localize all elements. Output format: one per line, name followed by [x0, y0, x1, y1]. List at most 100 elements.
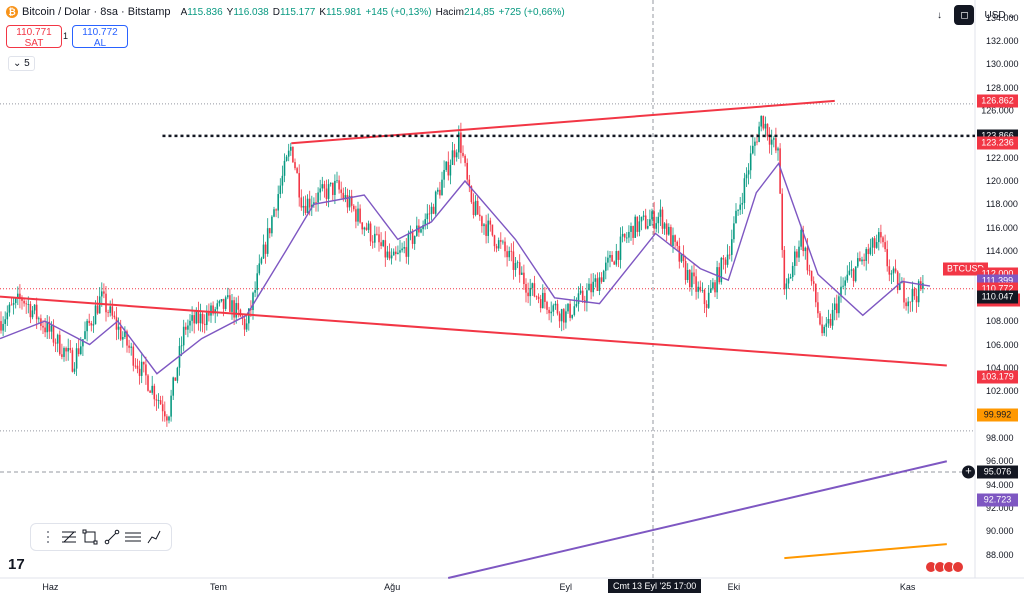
trendline-icon[interactable] — [102, 527, 122, 547]
candle-body — [52, 325, 55, 343]
candle-body — [846, 274, 849, 281]
candle-body — [264, 244, 267, 254]
price-axis-label: 130.000 — [986, 59, 1019, 70]
candle-body — [628, 231, 630, 238]
candle-body — [804, 247, 807, 252]
candle-body — [386, 251, 389, 258]
candle-body — [275, 209, 277, 211]
candle-body — [697, 286, 699, 292]
candle-body — [357, 208, 359, 222]
candle-body — [325, 188, 328, 199]
candle-body — [611, 255, 613, 262]
candle-body — [701, 290, 704, 291]
candle-body — [550, 311, 552, 314]
candle-body — [65, 347, 67, 352]
candle-body — [111, 306, 114, 316]
path-icon[interactable] — [144, 527, 164, 547]
candle-body — [401, 248, 403, 251]
candle-body — [101, 291, 103, 297]
candle-body — [27, 304, 30, 305]
candle-body — [231, 300, 233, 312]
candle-body — [75, 348, 78, 369]
candle-body — [766, 123, 769, 137]
candle-body — [69, 347, 72, 351]
candle-body — [710, 288, 712, 293]
indicator-toggle[interactable]: ⌄ 5 — [8, 56, 35, 71]
candle-body — [203, 323, 206, 325]
event-flags[interactable] — [925, 561, 964, 573]
candle-body — [359, 208, 361, 223]
candle-body — [812, 281, 815, 284]
candle-body — [271, 216, 273, 234]
candle-body — [59, 334, 61, 355]
candle-body — [164, 411, 166, 417]
candle-body — [838, 296, 840, 314]
arrow-down-icon[interactable]: ↓ — [936, 9, 942, 21]
candle-body — [355, 209, 357, 222]
candle-body — [453, 150, 456, 158]
parallel-channel-icon[interactable] — [123, 527, 143, 547]
price-axis-label: 120.000 — [986, 176, 1019, 186]
candle-body — [565, 311, 567, 323]
candle-body — [718, 267, 720, 283]
rectangle-icon[interactable] — [80, 527, 100, 547]
sell-label: SAT — [24, 38, 44, 49]
candle-body — [676, 241, 678, 246]
candle-body — [252, 292, 254, 311]
candle-body — [340, 189, 342, 193]
candle-body — [248, 308, 250, 324]
candle-body — [420, 229, 422, 233]
candle-body — [533, 283, 536, 297]
symbol-price-tag: BTCUSD — [943, 262, 989, 276]
candle-body — [716, 267, 718, 293]
candle-body — [369, 223, 372, 242]
candle-body — [434, 191, 437, 214]
add-alert-plus-icon[interactable]: + — [962, 465, 975, 479]
symbol-title[interactable]: Bitcoin / Dolar · 8sa · Bitstamp — [22, 6, 171, 18]
fib-icon[interactable] — [59, 527, 79, 547]
candle-body — [0, 321, 2, 331]
candle-body — [17, 293, 19, 299]
price-axis-label: 98.000 — [986, 432, 1014, 443]
candle-body — [674, 235, 676, 242]
candle-body — [871, 238, 874, 248]
candle-body — [476, 200, 479, 215]
candle-body — [836, 303, 838, 314]
candle-body — [775, 138, 777, 151]
candle-body — [302, 205, 305, 208]
candle-body — [712, 282, 714, 289]
candle-body — [229, 295, 231, 312]
candle-body — [132, 346, 135, 366]
candle-body — [623, 233, 626, 238]
candle-body — [850, 269, 853, 271]
candle-body — [588, 283, 590, 291]
drag-handle-icon[interactable] — [38, 527, 58, 547]
sell-button[interactable]: 110.771 SAT — [6, 25, 62, 49]
candle-body — [852, 269, 855, 282]
screenshot-icon[interactable]: ◻ — [954, 5, 975, 25]
candle-body — [308, 198, 311, 208]
buy-button[interactable]: 110.772 AL — [72, 25, 128, 49]
candle-body — [699, 286, 702, 291]
candle-body — [2, 323, 4, 331]
candle-body — [634, 216, 636, 238]
candle-body — [155, 399, 158, 401]
currency-selector[interactable]: USD ⌄ — [984, 6, 1016, 24]
candle-body — [374, 233, 376, 243]
candle-body — [905, 302, 907, 307]
candle-body — [464, 155, 466, 163]
candle-body — [657, 216, 660, 224]
candle-body — [147, 375, 149, 391]
candle-body — [449, 164, 452, 176]
candle-body — [621, 233, 624, 237]
candle-body — [346, 195, 349, 208]
candle-body — [844, 280, 846, 286]
us-flag-icon[interactable] — [952, 561, 964, 573]
candle-body — [199, 313, 202, 324]
candle-body — [71, 350, 74, 372]
tradingview-logo[interactable]: 17 — [8, 556, 25, 573]
ohlc-values: A115.836 Y116.038 D115.177 K115.981 +145 (+0… — [181, 7, 569, 18]
candle-body — [38, 318, 40, 320]
candle-body — [195, 311, 198, 324]
